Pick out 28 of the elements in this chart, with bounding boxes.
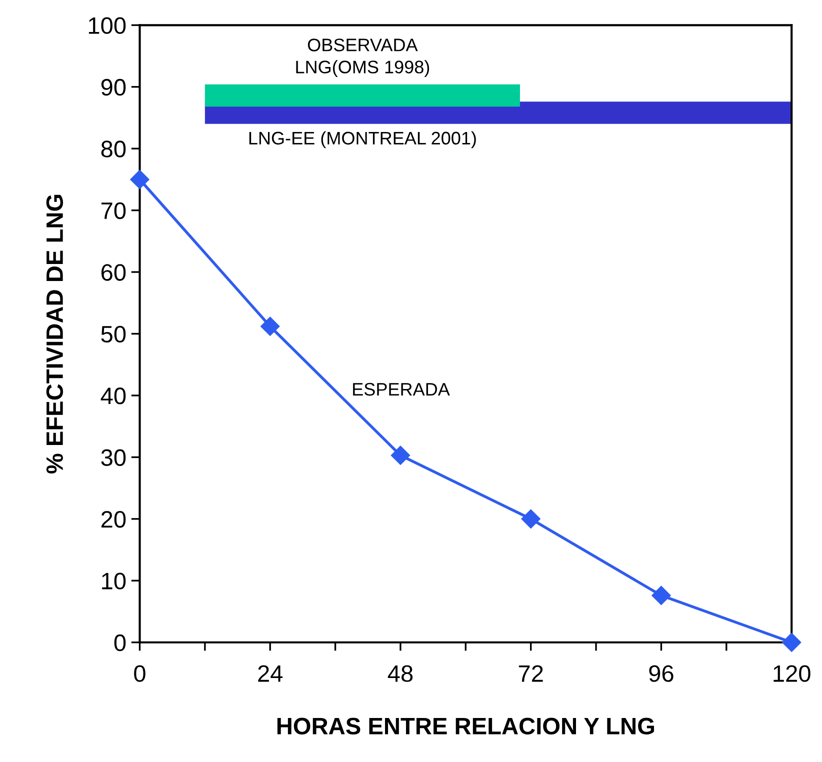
y-tick-label: 100 [88,17,126,34]
y-tick-label: 30 [101,449,126,466]
y-tick-label: 60 [101,264,126,281]
x-tick-label: 120 [774,665,810,682]
y-tick-label: 0 [114,634,126,652]
x-tick-label: 48 [388,665,413,682]
x-tick-label: 0 [134,665,146,682]
y-tick-label: 90 [101,78,126,96]
x-axis-title: HORAS ENTRE RELACION Y LNG [277,718,654,734]
point [652,586,671,605]
series-label: LNG-EE (MONTREAL 2001) [249,131,476,148]
y-tick-label: 50 [101,326,126,343]
point [260,316,280,336]
x-tick-label: 24 [258,665,283,682]
x-tick-label: 72 [518,665,543,682]
series-label: OBSERVADA LNG(OMS 1998) [296,38,430,77]
y-tick-label: 70 [101,202,126,220]
y-tick-label: 20 [101,510,126,528]
point [521,509,540,528]
y-axis-title: % EFECTIVIDAD DE LNG [46,194,64,474]
series-label: ESPERADA [353,382,450,396]
y-tick-label: 80 [101,140,126,158]
y-tick-label: 40 [100,388,126,404]
y-tick-label: 10 [102,572,126,590]
point [390,446,410,465]
point [130,170,150,189]
x-tick-label: 96 [649,665,674,682]
point [782,632,802,652]
